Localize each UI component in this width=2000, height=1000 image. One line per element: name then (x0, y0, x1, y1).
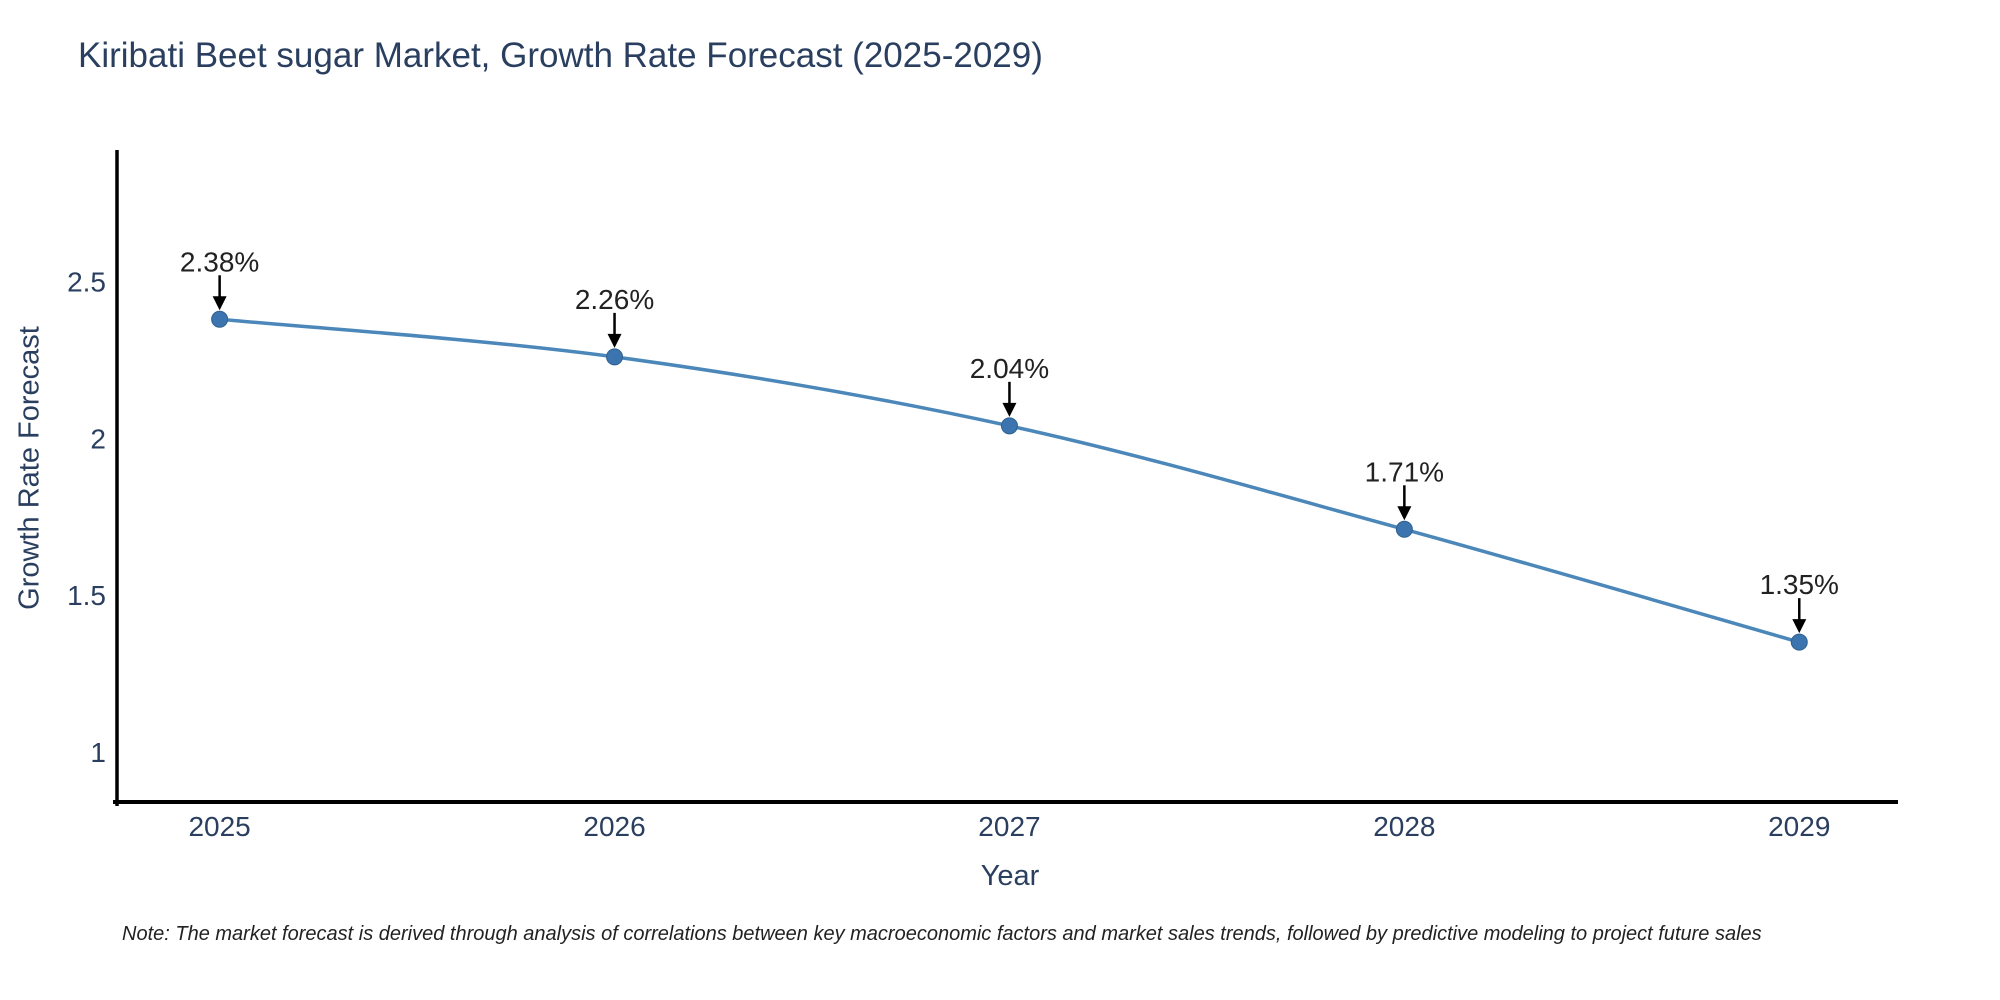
annotation-arrowhead-icon (1002, 402, 1017, 417)
footnote: Note: The market forecast is derived thr… (122, 923, 1762, 945)
x-tick-label: 2025 (188, 811, 250, 842)
annotation-arrowhead-icon (1792, 619, 1807, 634)
chart-title: Kiribati Beet sugar Market, Growth Rate … (78, 36, 1043, 75)
point-marker[interactable] (211, 310, 229, 328)
point-annotation-label: 1.71% (1365, 456, 1444, 487)
x-tick-label: 2026 (583, 811, 645, 842)
x-axis-title: Year (980, 860, 1040, 892)
y-tick-label: 1 (90, 737, 106, 768)
point-marker[interactable] (606, 348, 624, 366)
annotation-arrowhead-icon (1397, 506, 1412, 521)
annotation-arrowhead-icon (607, 333, 622, 348)
point-marker[interactable] (1790, 633, 1808, 651)
y-tick-label: 1.5 (67, 580, 106, 611)
point-annotation-label: 1.35% (1760, 569, 1839, 600)
y-tick-label: 2.5 (67, 267, 106, 298)
x-tick-label: 2028 (1373, 811, 1435, 842)
point-annotation-label: 2.04% (970, 353, 1049, 384)
point-marker[interactable] (1395, 520, 1413, 538)
point-annotation-label: 2.26% (575, 284, 654, 315)
y-axis-title: Growth Rate Forecast (13, 326, 46, 610)
x-tick-label: 2027 (978, 811, 1040, 842)
y-tick-label: 2 (90, 423, 106, 454)
x-tick-label: 2029 (1768, 811, 1830, 842)
point-marker[interactable] (1000, 417, 1018, 435)
annotation-arrowhead-icon (212, 296, 227, 311)
point-annotation-label: 2.38% (180, 246, 259, 277)
